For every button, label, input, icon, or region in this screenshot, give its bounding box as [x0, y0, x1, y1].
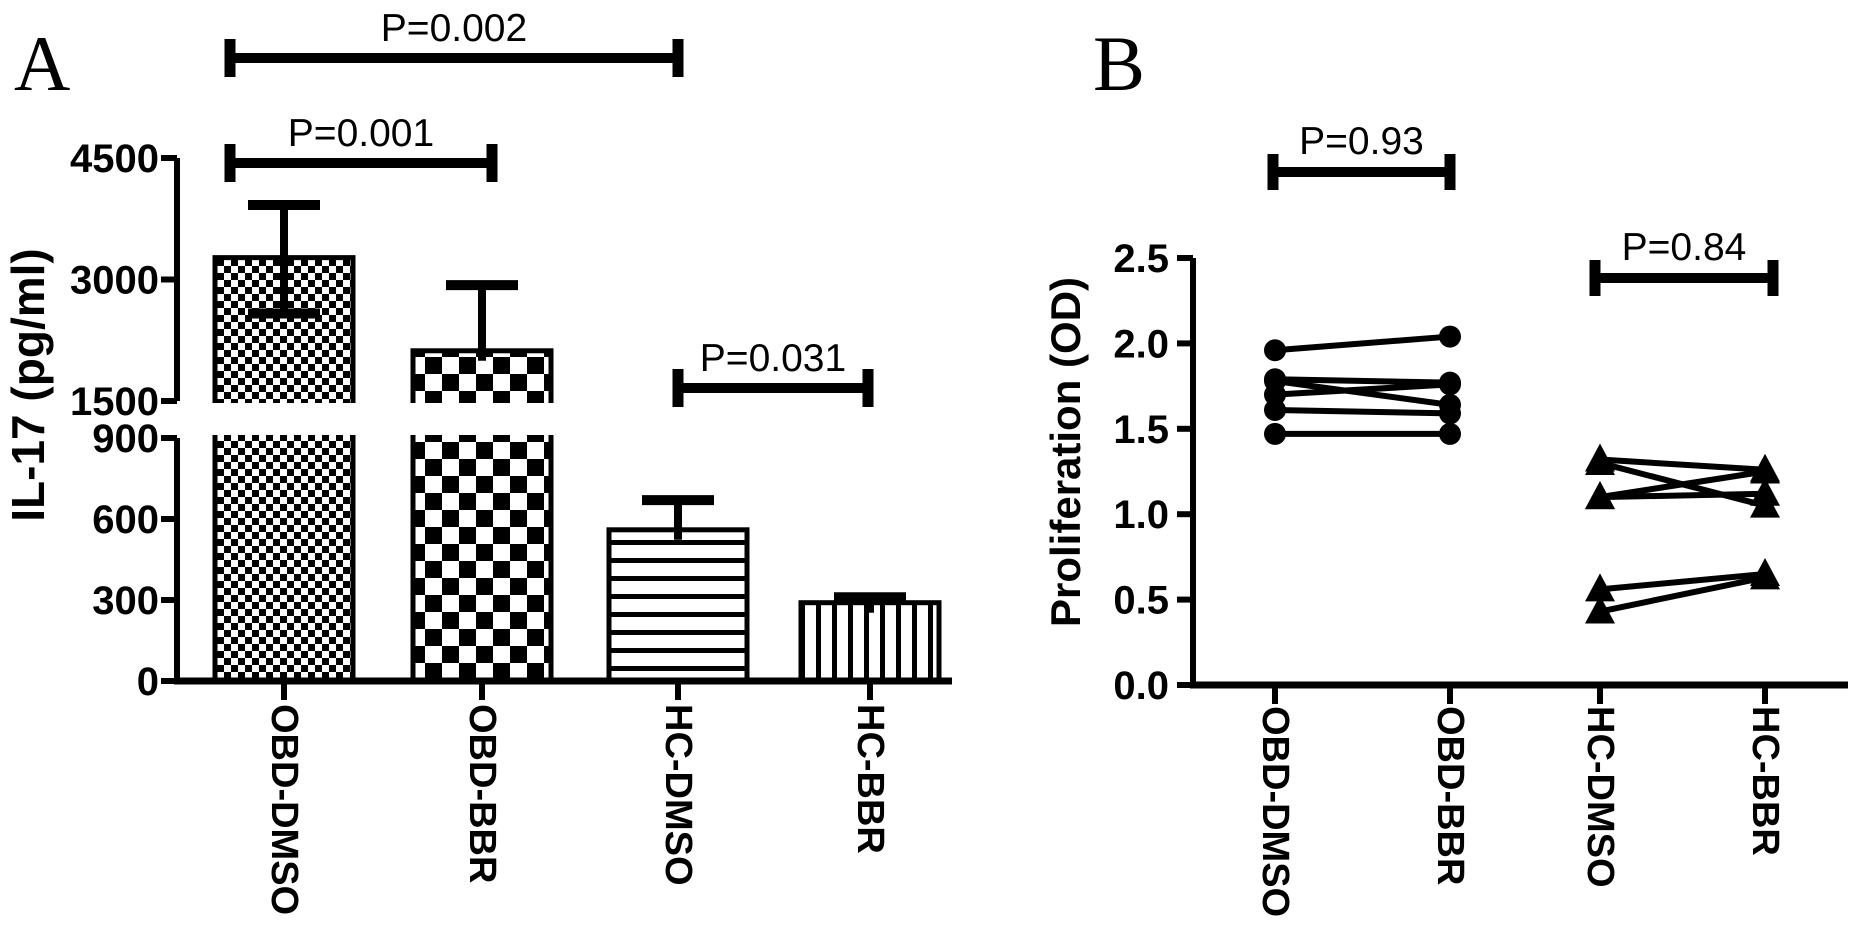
data-point-triangle	[1750, 477, 1780, 506]
data-point-triangle	[1585, 481, 1615, 510]
pair-line	[1599, 468, 1766, 501]
pair-line	[1274, 376, 1451, 386]
x-category-label: OBD-BBR	[461, 704, 503, 883]
data-point-triangle	[1750, 455, 1780, 484]
pair-line	[1274, 407, 1451, 417]
axis-break-gap	[190, 403, 952, 435]
y-tick-label: 600	[92, 498, 159, 542]
panel-b-letter: B	[1093, 20, 1145, 107]
data-point-triangle	[1750, 561, 1780, 590]
y-tick-label: 0.5	[1113, 579, 1169, 623]
x-category-label: HC-DMSO	[657, 704, 699, 886]
data-point-circle	[1264, 383, 1286, 406]
panel-a-letter: A	[14, 20, 70, 107]
y-tick-label: 3000	[70, 259, 159, 303]
panel-b: B Proliferation (OD) 0.0 0.5 1.0 1.5 2.0 2.5 O…	[1042, 20, 1848, 917]
y-tick-label: 4500	[70, 137, 159, 181]
pair-line	[1274, 381, 1451, 398]
y-tick-label: 0.0	[1113, 664, 1169, 708]
data-point-circle	[1439, 402, 1461, 425]
data-point-triangle	[1585, 595, 1615, 624]
y-tick-label: 1.0	[1113, 493, 1169, 537]
data-point-circle	[1439, 373, 1461, 396]
y-tick-label: 1.5	[1113, 408, 1169, 452]
y-tick-label: 2.5	[1113, 237, 1169, 281]
y-tick-label: 1500	[70, 380, 159, 424]
x-category-label: OBD-DMSO	[1254, 706, 1296, 917]
data-point-circle	[1264, 399, 1286, 422]
data-point-circle	[1439, 325, 1461, 348]
y-tick-label: 900	[92, 417, 159, 461]
panel-b-plot-area: 0.0 0.5 1.0 1.5 2.0 2.5 OBD-DMSO OBD-BBR HC-DMSO…	[1113, 120, 1848, 917]
pair-line	[1274, 333, 1451, 354]
sig-label: P=0.84	[1622, 226, 1747, 269]
bar-obd-bbr	[410, 348, 554, 684]
bar-obd-dmso	[212, 255, 356, 684]
x-category-label: HC-BBR	[849, 704, 891, 854]
data-point-triangle	[1585, 446, 1615, 475]
data-point-triangle	[1585, 573, 1615, 602]
sig-label: P=0.001	[288, 112, 434, 155]
y-tick-label: 300	[92, 579, 159, 623]
data-point-circle	[1264, 422, 1286, 445]
bar-hc-bbr	[798, 600, 942, 684]
pair-line	[1599, 570, 1766, 593]
sig-label: P=0.002	[381, 7, 527, 50]
panel-a-y-axis-title: IL-17 (pg/ml)	[2, 248, 54, 521]
x-category-label: OBD-BBR	[1429, 706, 1471, 885]
data-point-circle	[1439, 422, 1461, 445]
sig-label: P=0.031	[700, 337, 846, 380]
pair-line	[1599, 456, 1766, 473]
x-category-label: HC-BBR	[1744, 706, 1786, 856]
panel-b-y-axis-title: Proliferation (OD)	[1042, 277, 1089, 627]
y-tick-label: 0	[137, 660, 159, 704]
sig-label: P=0.93	[1299, 120, 1424, 163]
data-point-circle	[1264, 339, 1286, 362]
bar-hc-dmso	[606, 527, 750, 684]
x-category-label: HC-DMSO	[1579, 706, 1621, 888]
pair-line	[1599, 490, 1766, 501]
pair-line	[1274, 378, 1451, 408]
y-tick-label: 2.0	[1113, 322, 1169, 366]
x-category-label: OBD-DMSO	[263, 704, 305, 915]
pair-line	[1599, 574, 1766, 615]
